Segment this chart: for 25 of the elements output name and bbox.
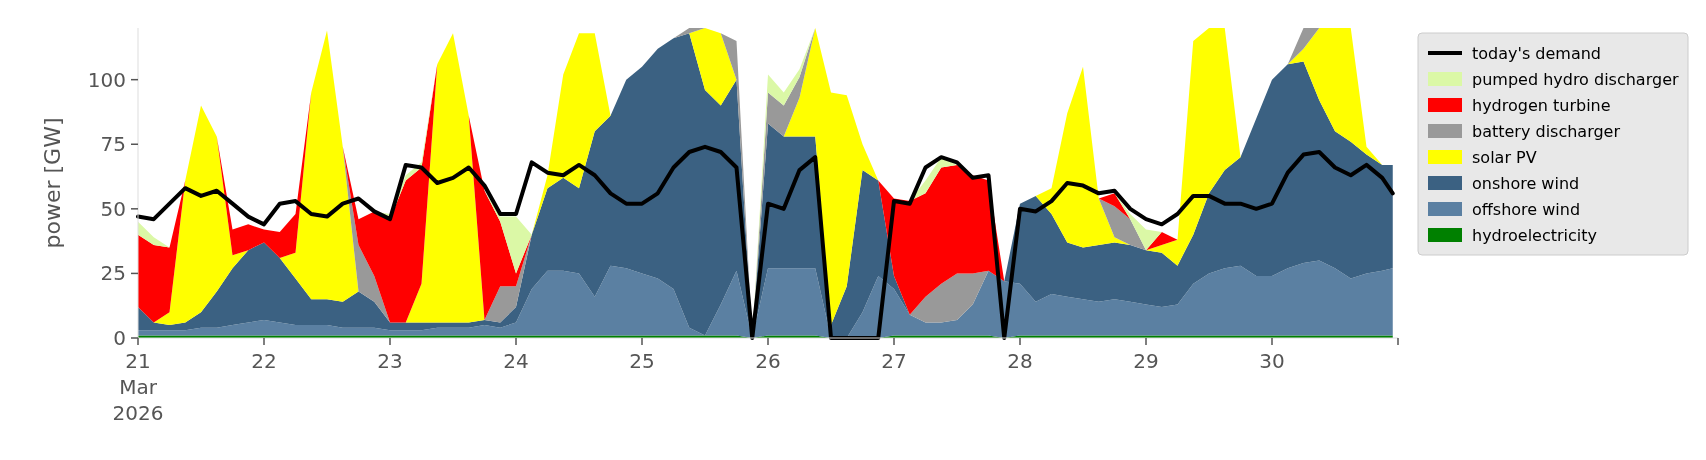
legend-label: battery discharger: [1472, 121, 1621, 141]
y-tick-label: 100: [87, 67, 126, 92]
y-tick-label: 25: [100, 261, 126, 286]
x-tick-label: 29: [1133, 349, 1159, 373]
legend-label: onshore wind: [1472, 173, 1580, 193]
x-tick-label: 25: [629, 349, 655, 373]
legend-label: offshore wind: [1472, 199, 1581, 219]
y-tick-label: 50: [100, 196, 126, 221]
legend-label: hydroelectricity: [1472, 225, 1597, 245]
y-tick-label: 75: [100, 132, 126, 157]
x-tick-label: 23: [377, 349, 403, 373]
legend-label: solar PV: [1472, 147, 1537, 167]
x-tick-label: 27: [881, 349, 907, 373]
x-tick-label: 22: [251, 349, 277, 373]
y-tick-label: 0: [113, 326, 126, 350]
y-axis-title: power [GW]: [40, 117, 65, 249]
legend-label: hydrogen turbine: [1472, 95, 1611, 115]
x-tick-label: 21 Mar 2026: [112, 349, 164, 425]
x-tick-label: 28: [1007, 349, 1033, 373]
x-tick-label: 26: [755, 349, 781, 373]
x-tick-label: 30: [1259, 349, 1285, 373]
line-series: [136, 144, 1395, 340]
x-tick-label: 24: [503, 349, 529, 373]
legend-label: pumped hydro discharger: [1472, 69, 1679, 89]
legend-label: today's demand: [1472, 43, 1601, 63]
